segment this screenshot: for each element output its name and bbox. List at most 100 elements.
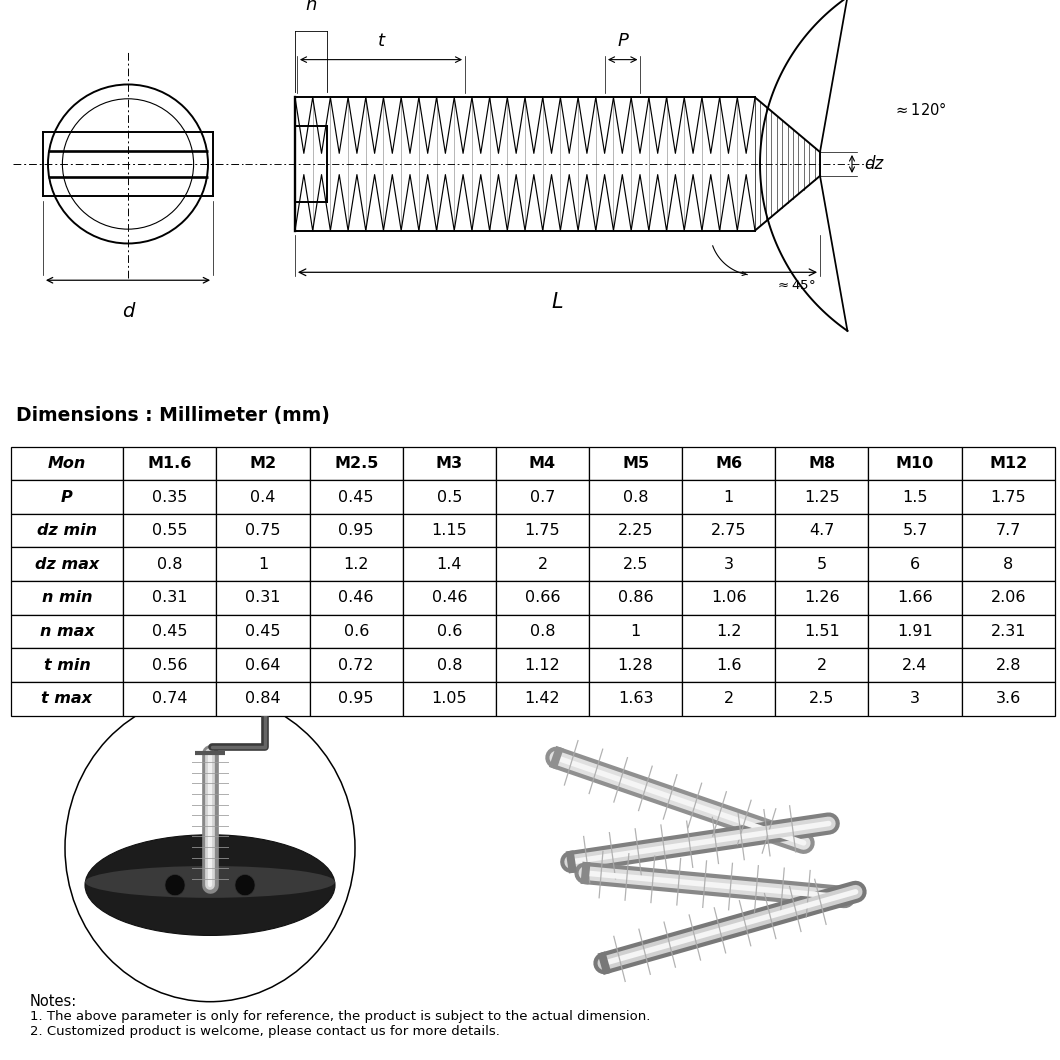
Bar <box>11 581 123 615</box>
Text: M4: M4 <box>529 456 557 471</box>
Bar <box>496 547 589 581</box>
Bar <box>961 514 1055 547</box>
Bar <box>310 615 403 649</box>
Bar <box>775 615 868 649</box>
Bar <box>775 480 868 514</box>
Bar <box>310 581 403 615</box>
Bar <box>683 615 775 649</box>
Text: 0.35: 0.35 <box>153 490 188 505</box>
Bar <box>403 649 496 682</box>
Bar <box>403 615 496 649</box>
Text: $\approx$120°: $\approx$120° <box>894 101 947 118</box>
Text: n max: n max <box>39 624 94 639</box>
Text: M8: M8 <box>809 456 835 471</box>
Text: t: t <box>377 32 385 50</box>
Bar <box>11 446 123 480</box>
Text: dz: dz <box>864 155 883 173</box>
Bar <box>11 649 123 682</box>
Bar <box>11 514 123 547</box>
Text: 1.05: 1.05 <box>431 691 467 706</box>
Bar <box>683 514 775 547</box>
Bar <box>589 581 683 615</box>
Bar <box>216 615 310 649</box>
Text: dz max: dz max <box>35 556 99 571</box>
Bar <box>11 615 123 649</box>
Text: 1.4: 1.4 <box>437 556 462 571</box>
Bar <box>496 514 589 547</box>
Circle shape <box>165 874 186 896</box>
Bar <box>216 514 310 547</box>
Bar <box>683 547 775 581</box>
Bar <box>868 615 961 649</box>
Text: n: n <box>305 0 317 14</box>
Text: 2.8: 2.8 <box>995 657 1021 673</box>
Bar <box>216 581 310 615</box>
Bar <box>589 480 683 514</box>
Bar <box>775 682 868 716</box>
Text: 1.75: 1.75 <box>525 524 561 538</box>
Circle shape <box>235 874 255 896</box>
Text: 0.7: 0.7 <box>530 490 555 505</box>
Text: 1.2: 1.2 <box>716 624 742 639</box>
Bar <box>775 514 868 547</box>
Bar <box>123 446 216 480</box>
Text: 0.46: 0.46 <box>431 590 467 605</box>
Bar <box>216 649 310 682</box>
Text: 0.5: 0.5 <box>437 490 462 505</box>
Text: 0.84: 0.84 <box>245 691 281 706</box>
Bar <box>961 649 1055 682</box>
Text: 0.46: 0.46 <box>338 590 374 605</box>
Text: 6: 6 <box>909 556 920 571</box>
Bar <box>123 480 216 514</box>
Bar <box>868 649 961 682</box>
Text: 1.12: 1.12 <box>525 657 561 673</box>
Text: 0.64: 0.64 <box>245 657 281 673</box>
Text: M5: M5 <box>622 456 649 471</box>
Bar <box>403 547 496 581</box>
Bar <box>868 446 961 480</box>
Text: t min: t min <box>43 657 90 673</box>
Text: P: P <box>61 490 73 505</box>
Text: 2.5: 2.5 <box>809 691 834 706</box>
Text: M3: M3 <box>436 456 463 471</box>
Bar <box>216 682 310 716</box>
Bar <box>310 514 403 547</box>
Text: 0.55: 0.55 <box>153 524 188 538</box>
Text: L: L <box>551 293 563 312</box>
Text: 1.25: 1.25 <box>805 490 840 505</box>
Text: 2: 2 <box>724 691 734 706</box>
Text: 1.63: 1.63 <box>618 691 653 706</box>
Text: 0.8: 0.8 <box>157 556 182 571</box>
Bar <box>961 615 1055 649</box>
Text: 1. The above parameter is only for reference, the product is subject to the actu: 1. The above parameter is only for refer… <box>30 1010 651 1023</box>
Bar <box>310 682 403 716</box>
Bar <box>589 514 683 547</box>
Text: 0.95: 0.95 <box>338 691 374 706</box>
Bar <box>496 682 589 716</box>
Text: M2: M2 <box>249 456 277 471</box>
Bar <box>496 581 589 615</box>
Bar <box>123 649 216 682</box>
Bar <box>868 514 961 547</box>
Bar <box>589 547 683 581</box>
Bar <box>775 649 868 682</box>
Text: 1.75: 1.75 <box>990 490 1026 505</box>
Bar <box>310 547 403 581</box>
Bar <box>123 581 216 615</box>
Text: 1.06: 1.06 <box>711 590 746 605</box>
Text: 0.6: 0.6 <box>343 624 369 639</box>
Text: 1.42: 1.42 <box>525 691 561 706</box>
Bar <box>496 649 589 682</box>
Text: 5: 5 <box>817 556 827 571</box>
Text: 3: 3 <box>724 556 734 571</box>
Text: 1: 1 <box>631 624 640 639</box>
Text: 1.51: 1.51 <box>803 624 840 639</box>
Text: 1.5: 1.5 <box>902 490 928 505</box>
Text: 2.5: 2.5 <box>623 556 649 571</box>
Text: M12: M12 <box>989 456 1027 471</box>
Bar <box>961 547 1055 581</box>
Text: 2. Customized product is welcome, please contact us for more details.: 2. Customized product is welcome, please… <box>30 1025 500 1038</box>
Text: 0.45: 0.45 <box>338 490 374 505</box>
Text: 2.31: 2.31 <box>990 624 1026 639</box>
Bar <box>589 682 683 716</box>
